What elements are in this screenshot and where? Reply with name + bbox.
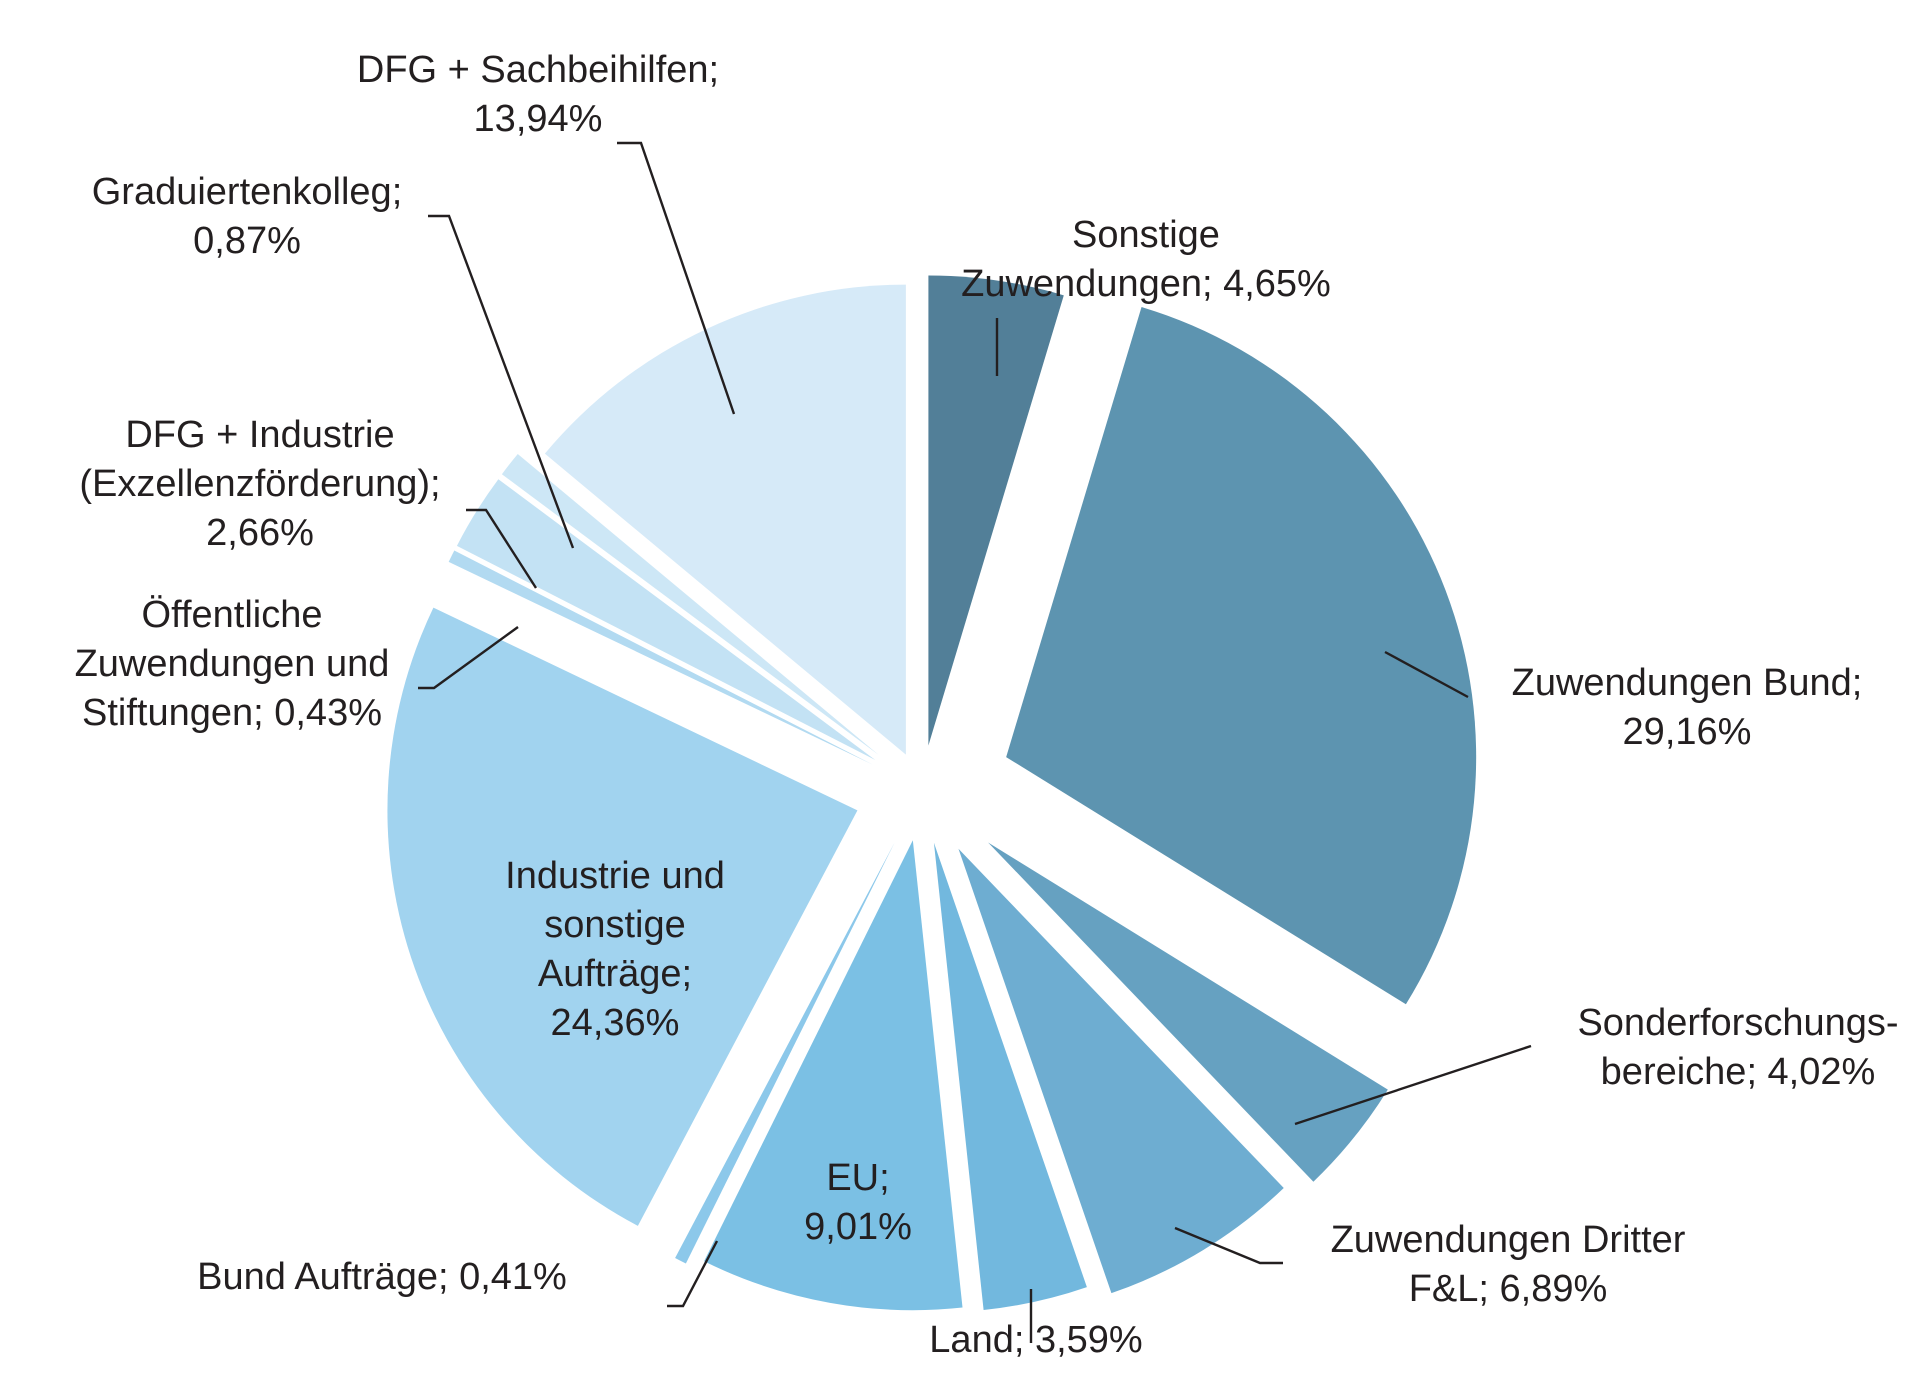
slice-label-line: Land; 3,59% — [929, 1319, 1142, 1361]
slice-label-line: Zuwendungen und — [75, 643, 390, 685]
slice-label-line: sonstige — [544, 904, 686, 946]
slice-label-line: 29,16% — [1623, 711, 1752, 753]
slice-label-line: (Exzellenzförderung); — [79, 463, 440, 505]
pie-slice-sonstige — [928, 275, 1064, 746]
pie-slice-bund-auftraege — [675, 842, 895, 1264]
slice-label-oeffentliche: Öffentliche Zuwendungen und Stiftungen; 0,… — [75, 594, 390, 734]
slice-label-line: 2,66% — [206, 512, 314, 554]
pie-slice-oeffentliche — [448, 550, 873, 765]
leader-line-graduiertenkolleg — [428, 214, 575, 549]
leader-line-dfg-sach — [617, 141, 736, 415]
slice-label-bund-auftraege: Bund Aufträge; 0,41% — [197, 1256, 567, 1298]
slice-label-line: Zuwendungen Bund; — [1512, 662, 1863, 704]
slice-label-line: Sonderforschungs- — [1577, 1002, 1898, 1044]
pie-slice-industrie — [387, 607, 858, 1226]
pie-slice-dfg-sach — [544, 284, 906, 755]
slice-label-land: Land; 3,59% — [929, 1319, 1142, 1361]
slice-label-line: Aufträge; — [538, 953, 692, 995]
pie-slices — [387, 275, 1477, 1311]
leader-line-sfb — [1294, 1044, 1532, 1126]
pie-slice-dritter — [958, 848, 1284, 1294]
pie-slice-graduiertenkolleg — [501, 454, 879, 755]
pie-slice-sfb — [988, 842, 1388, 1182]
leader-lines — [418, 141, 1532, 1343]
slice-label-line: Zuwendungen Dritter — [1331, 1219, 1686, 1261]
leader-line-bund — [1384, 650, 1469, 699]
slice-label-line: F&L; 6,89% — [1409, 1268, 1608, 1310]
slice-label-line: 9,01% — [804, 1206, 912, 1248]
slice-label-line: 24,36% — [551, 1002, 680, 1044]
slice-label-line: 13,94% — [474, 98, 603, 140]
slice-label-line: Bund Aufträge; 0,41% — [197, 1256, 567, 1298]
slice-label-industrie: Industrie und sonstige Aufträge; 24,36% — [505, 855, 725, 1044]
slice-label-line: DFG + Industrie — [125, 414, 394, 456]
slice-label-line: DFG + Sachbeihilfen; — [357, 49, 719, 91]
slice-label-sfb: Sonderforschungs-bereiche; 4,02% — [1577, 1002, 1898, 1093]
slice-label-line: Graduiertenkolleg; — [92, 171, 403, 213]
slice-labels: Sonstige Zuwendungen; 4,65% Zuwendungen Bu… — [75, 49, 1899, 1361]
leader-line-bund-auftraege — [667, 1240, 719, 1308]
slice-label-graduiertenkolleg: Graduiertenkolleg; 0,87% — [92, 171, 403, 262]
slice-label-bund: Zuwendungen Bund; 29,16% — [1512, 662, 1863, 753]
pie-slice-land — [933, 842, 1087, 1311]
pie-slice-exzellenz — [456, 479, 876, 760]
slice-label-line: Öffentliche — [142, 594, 323, 636]
pie-slice-bund — [1006, 307, 1477, 1005]
slice-label-dritter: Zuwendungen Dritter F&L; 6,89% — [1331, 1219, 1686, 1310]
slice-label-line: Industrie und — [505, 855, 725, 897]
slice-label-exzellenz: DFG + Industrie (Exzellenzförderung); 2,66… — [79, 414, 440, 554]
leader-line-dritter — [1174, 1226, 1283, 1265]
slice-label-line: Sonstige — [1072, 214, 1220, 256]
slice-label-line: 0,87% — [193, 220, 301, 262]
leader-line-exzellenz — [466, 508, 538, 589]
slice-label-eu: EU; 9,01% — [804, 1157, 912, 1248]
slice-label-line: Zuwendungen; 4,65% — [961, 263, 1331, 305]
leader-line-oeffentliche — [418, 626, 519, 690]
slice-label-line: EU; — [826, 1157, 889, 1199]
slice-label-dfg-sach: DFG + Sachbeihilfen; 13,94% — [357, 49, 719, 140]
slice-label-line: bereiche; 4,02% — [1601, 1051, 1876, 1093]
pie-slice-eu — [704, 840, 963, 1311]
slice-label-sonstige: Sonstige Zuwendungen; 4,65% — [961, 214, 1331, 305]
slice-label-line: Stiftungen; 0,43% — [82, 692, 382, 734]
